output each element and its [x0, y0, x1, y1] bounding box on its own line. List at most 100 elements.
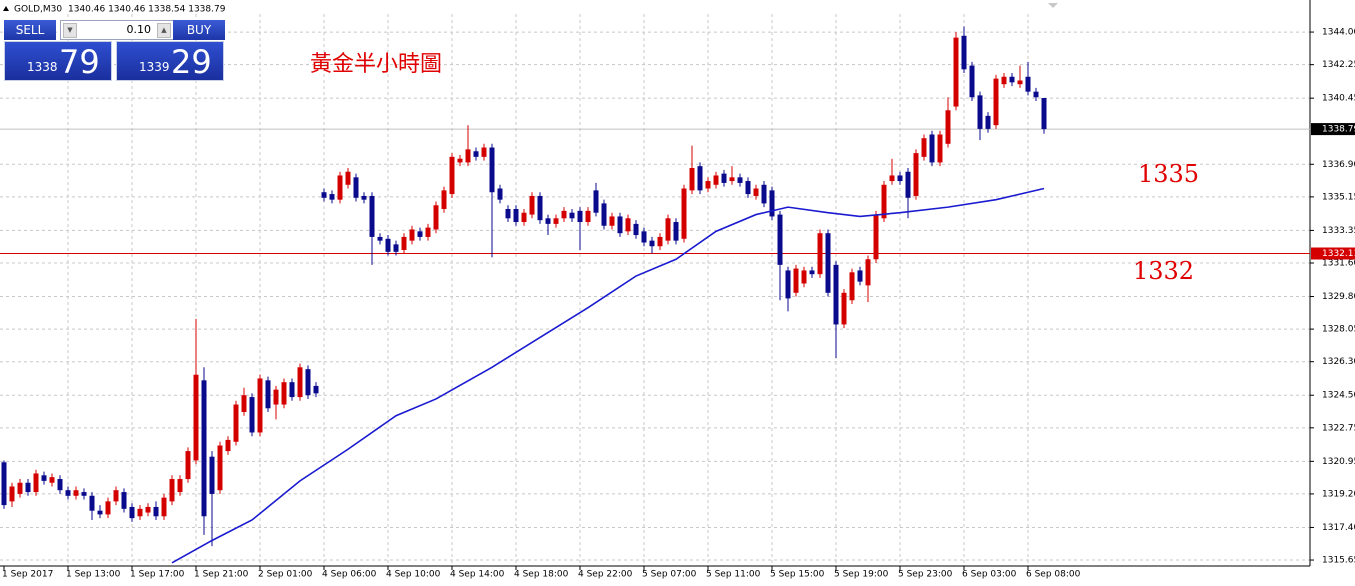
candle-body	[89, 495, 95, 511]
candle-body	[697, 166, 703, 191]
candle-body	[65, 490, 71, 496]
candle-body	[25, 482, 31, 493]
y-tick-label: 1326.30	[1322, 357, 1355, 367]
candle-body	[513, 208, 519, 223]
sell-price-big-figure: 1338	[27, 60, 58, 74]
candle-body	[57, 479, 63, 491]
candle-body	[193, 374, 199, 461]
candle-body	[681, 188, 687, 239]
candle-body	[1033, 91, 1039, 98]
candle-body	[217, 445, 223, 491]
y-tick-label: 1333.35	[1322, 226, 1355, 236]
candle-body	[993, 78, 999, 126]
candle-body	[185, 451, 191, 480]
candle-body	[145, 506, 151, 513]
x-tick-label: 6 Sep 08:00	[1026, 570, 1081, 580]
candle-body	[273, 389, 279, 405]
candle-body	[977, 95, 983, 129]
candle-body	[745, 181, 751, 195]
candle-body	[849, 272, 855, 301]
candle-body	[121, 492, 127, 509]
lot-increase[interactable]: ▲	[157, 23, 171, 38]
candle-body	[713, 175, 719, 185]
x-tick-label: 1 Sep 2017	[2, 570, 53, 580]
y-tick-label: 1344.00	[1322, 28, 1355, 38]
sell-price[interactable]: 1338 79	[4, 41, 112, 81]
axis-cover	[0, 567, 1310, 586]
candle-body	[873, 214, 879, 260]
y-tick-label: 1329.80	[1322, 292, 1355, 302]
candle-body	[865, 259, 871, 286]
candle-body	[225, 439, 231, 452]
candle-body	[601, 203, 607, 226]
candle-body	[281, 382, 287, 405]
collapse-icon[interactable]	[3, 6, 9, 11]
candle-body	[809, 270, 815, 275]
candle-body	[929, 134, 935, 163]
y-tick-label: 1324.50	[1322, 391, 1355, 401]
candle-body	[345, 171, 351, 185]
candle-body	[361, 195, 367, 200]
candle-body	[521, 212, 527, 223]
candle-body	[369, 195, 375, 237]
candle-body	[641, 231, 647, 243]
buy-button[interactable]: BUY	[173, 20, 225, 40]
candle-body	[505, 208, 511, 219]
candle-body	[841, 292, 847, 325]
x-tick-label: 1 Sep 13:00	[66, 570, 121, 580]
x-tick-label: 2 Sep 01:00	[258, 570, 313, 580]
candle-body	[201, 380, 207, 517]
candle-body	[97, 510, 103, 515]
candle-body	[353, 177, 359, 198]
lot-decrease[interactable]: ▼	[63, 23, 77, 38]
candle-body	[73, 490, 79, 496]
sell-button[interactable]: SELL	[4, 20, 56, 40]
y-tick-label: 1335.15	[1322, 192, 1355, 202]
candle-body	[729, 177, 735, 182]
candle-body	[897, 175, 903, 182]
y-tick-label: 1328.05	[1322, 325, 1355, 335]
x-tick-label: 5 Sep 11:00	[706, 570, 761, 580]
candle-body	[593, 190, 599, 213]
candle-body	[569, 212, 575, 219]
candle-body	[769, 190, 775, 217]
y-tick-label: 1336.90	[1322, 160, 1355, 170]
buy-price-pips: 29	[171, 43, 212, 81]
candle-body	[289, 382, 295, 398]
candle-body	[105, 501, 111, 515]
candle-body	[945, 110, 951, 144]
header-symbol: GOLD,M30	[14, 5, 62, 15]
candle-body	[753, 188, 759, 196]
candle-body	[721, 173, 727, 183]
lot-input[interactable]: ▼ 0.10 ▲	[60, 20, 174, 40]
buy-price[interactable]: 1339 29	[116, 41, 224, 81]
candle-body	[457, 158, 463, 163]
candle-body	[777, 214, 783, 265]
y-tick-label: 1319.20	[1322, 489, 1355, 499]
candle-body	[961, 35, 967, 70]
candle-body	[889, 175, 895, 182]
candle-body	[529, 195, 535, 215]
candle-body	[401, 236, 407, 250]
candle-body	[257, 378, 263, 433]
x-tick-label: 5 Sep 19:00	[834, 570, 889, 580]
price-line-label: 1332.11	[1322, 249, 1355, 259]
x-tick-label: 4 Sep 14:00	[450, 570, 505, 580]
level-annotation: 1335	[1138, 160, 1200, 188]
y-tick-label: 1331.60	[1322, 258, 1355, 268]
x-tick-label: 1 Sep 17:00	[130, 570, 185, 580]
candle-body	[969, 65, 975, 98]
candle-body	[585, 210, 591, 223]
candle-body	[433, 205, 439, 230]
x-tick-label: 4 Sep 22:00	[578, 570, 633, 580]
candle-body	[393, 244, 399, 252]
candle-body	[609, 216, 615, 226]
moving-average	[171, 187, 1045, 564]
candle-body	[689, 168, 695, 191]
candle-body	[425, 227, 431, 237]
y-tick-label: 1320.95	[1322, 457, 1355, 467]
candle-body	[1001, 76, 1007, 85]
candle-body	[337, 175, 343, 200]
candle-body	[905, 171, 911, 198]
candle-body	[817, 233, 823, 275]
